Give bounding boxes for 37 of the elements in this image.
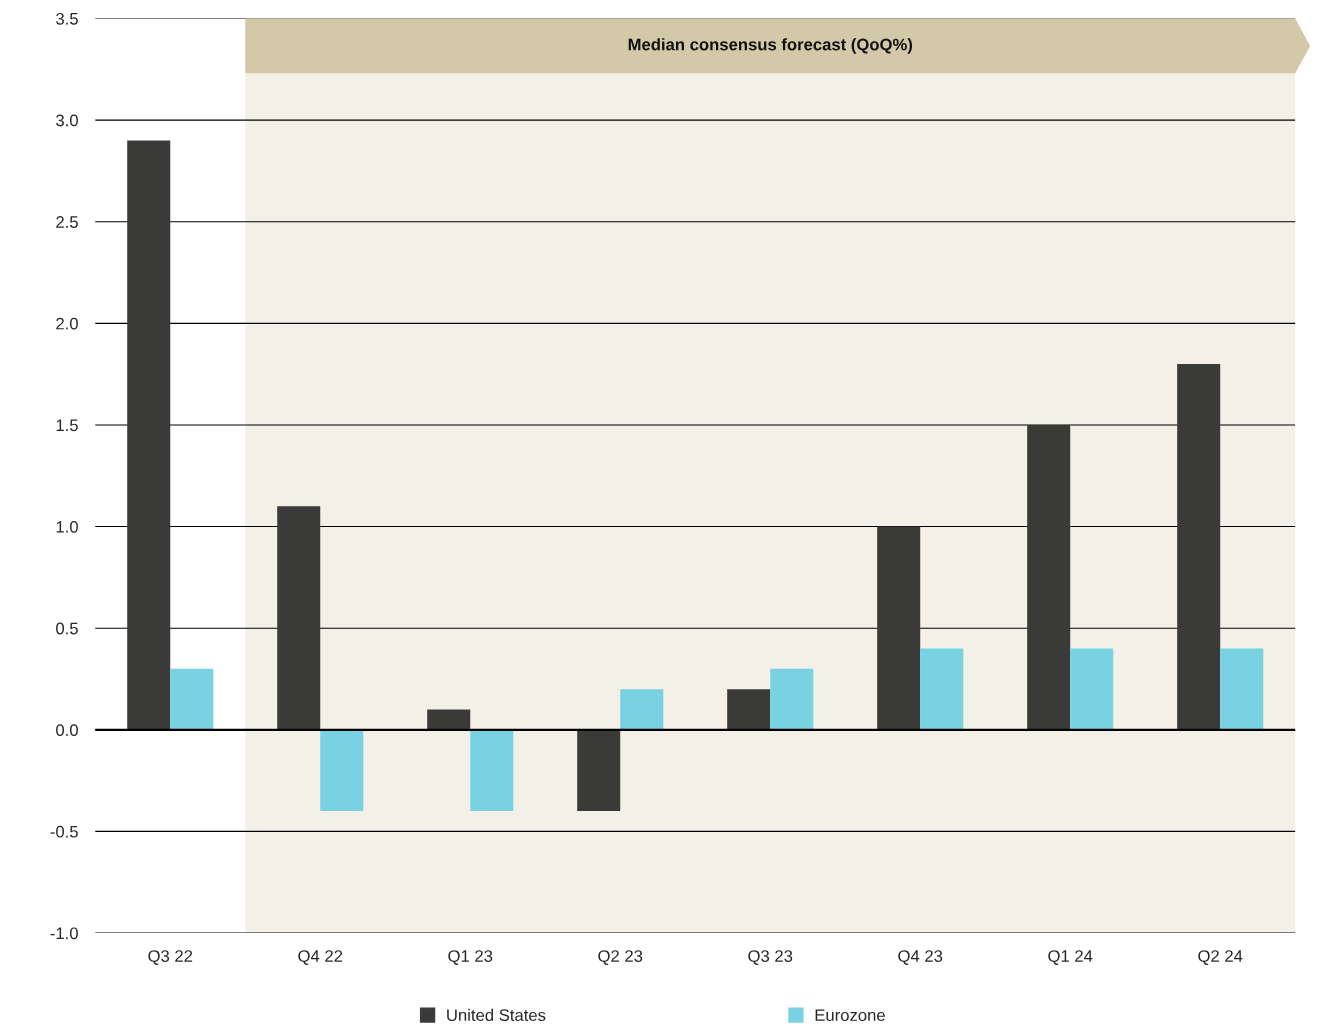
- x-tick-label: Q2 23: [598, 950, 643, 965]
- x-tick-label: Q3 23: [748, 950, 793, 965]
- x-tick-label: Q4 22: [298, 950, 343, 965]
- bar: [1177, 363, 1221, 730]
- bar: [1070, 648, 1114, 730]
- band-label: Median consensus forecast (QoQ%): [628, 38, 913, 54]
- bar: [920, 648, 964, 730]
- bar: [127, 140, 171, 730]
- bar: [620, 689, 664, 730]
- x-tick-label: Q3 22: [148, 950, 193, 965]
- bar: [277, 506, 321, 730]
- legend-label: United States: [447, 1008, 546, 1022]
- y-tick-label: 3.0: [56, 114, 78, 127]
- y-tick-label: 0.5: [56, 622, 78, 635]
- y-tick-label: -1.0: [50, 927, 78, 940]
- legend-label: Eurozone: [815, 1009, 885, 1022]
- bar: [770, 668, 814, 730]
- bar: [320, 729, 364, 812]
- bar: [577, 729, 621, 812]
- y-tick-label: -0.5: [50, 825, 78, 838]
- y-tick-label: 2.0: [56, 317, 78, 330]
- y-tick-label: 0.0: [56, 724, 78, 736]
- y-tick-label: 2.5: [56, 216, 78, 228]
- bar: [727, 689, 771, 730]
- y-tick-label: 1.5: [56, 419, 78, 432]
- x-tick-label: Q1 24: [1048, 950, 1093, 965]
- bar: [1027, 424, 1071, 730]
- bar: [877, 526, 921, 730]
- x-tick-label: Q1 23: [448, 950, 493, 965]
- y-tick-label: 3.5: [56, 12, 78, 25]
- y-tick-label: 1.0: [56, 520, 78, 533]
- bar: [1220, 648, 1264, 730]
- x-tick-label: Q2 24: [1198, 950, 1243, 965]
- bar: [427, 709, 471, 730]
- x-tick-label: Q4 23: [898, 950, 943, 965]
- bar: [470, 729, 514, 812]
- bar: [170, 668, 214, 730]
